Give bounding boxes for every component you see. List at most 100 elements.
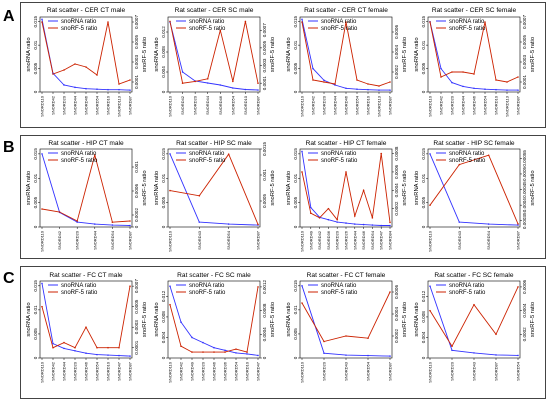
category-label-r1p1-0: SNORD110	[168, 230, 173, 252]
ylabel-left-r2p0: snoRNA ratio	[26, 302, 32, 336]
snorna-point-r0p2-2	[323, 79, 325, 82]
category-label-r1p0-2: SNORD20	[75, 230, 80, 250]
category-label-r1p0-1: SNORD42	[57, 230, 62, 250]
ylabel-left-r0p3: snoRNA ratio	[414, 37, 420, 71]
panel-title-r1p1: Rat scatter - HIP SC male	[176, 140, 252, 147]
snorna-point-r1p2-10	[389, 224, 391, 227]
category-label-r2p0-6: SNORD10	[106, 361, 111, 381]
left-tick-label-r2p1-0: 0	[161, 356, 166, 359]
snorf5-line-r2p2	[301, 291, 391, 343]
right-tick-label-r2p2-0: 0.0002	[394, 329, 399, 343]
snorna-point-r2p3-4	[517, 354, 519, 357]
snorna-point-r2p1-8	[257, 354, 259, 357]
snorf5-point-r0p1-3	[206, 77, 209, 80]
ylabel-right-r1p1: snoRF-5 ratio	[270, 170, 276, 205]
panel-title-r0p1: Rat scatter - CER SC male	[175, 7, 254, 14]
legend-label-red-r1p3: snoRF-5 ratio	[449, 158, 486, 164]
snorf5-point-r2p3-2	[473, 303, 475, 306]
snorna-point-r0p2-7	[378, 89, 380, 91]
category-label-r1p0-0: SNORD110	[40, 230, 45, 252]
category-label-r0p0-1: SNORD42	[51, 95, 56, 115]
left-tick-label-r1p1-0: 0	[161, 225, 166, 228]
left-tick-label-r0p0-3: 0.015	[33, 15, 38, 27]
snorf5-point-r0p1-2	[194, 80, 196, 83]
snorna-point-r2p3-0	[429, 285, 431, 287]
category-label-r1p3-2: SNORD54	[486, 230, 491, 250]
snorf5-point-r1p2-3	[327, 207, 330, 210]
left-tick-label-r0p0-0: 0	[33, 90, 38, 93]
category-label-r2p3-0: SNORD110	[428, 361, 433, 383]
snorf5-point-r2p0-6	[107, 346, 109, 349]
category-label-r0p1-7: SNORD87	[256, 95, 261, 115]
snorna-point-r1p2-6	[354, 223, 356, 225]
snorf5-line-r0p1	[169, 21, 259, 84]
panel-title-r0p3: Rat scatter - CER SC female	[432, 7, 517, 14]
right-tick-label-r2p2-1: 0.0004	[394, 307, 399, 321]
snorna-point-r1p2-5	[345, 222, 347, 224]
snorna-point-r1p3-1	[458, 221, 461, 223]
category-label-r0p0-0: SNORD110	[40, 95, 45, 117]
right-tick-label-r0p0-3: 0.0007	[134, 15, 139, 29]
category-label-r1p2-7: SNORD46	[361, 230, 366, 250]
snorf5-point-r2p2-3	[367, 337, 369, 340]
ylabel-right-r0p2: snoRF-5 ratio	[402, 37, 408, 72]
snorf5-point-r1p1-1	[198, 195, 201, 197]
panel-title-r1p3: Rat scatter - HIP SC female	[433, 140, 515, 147]
snorf5-point-r2p3-0	[429, 309, 431, 312]
category-label-r2p3-1: SNORD20	[450, 361, 455, 381]
right-tick-label-r1p2-1: 0.0004	[394, 183, 399, 197]
left-tick-label-r0p1-0: 0	[161, 90, 166, 93]
category-label-r0p2-0: SNORD110	[300, 95, 305, 117]
category-label-r1p0-4: SNORD54	[110, 230, 115, 250]
ylabel-left-r0p1: snoRNA ratio	[154, 37, 160, 71]
snorf5-point-r0p0-2	[63, 69, 65, 71]
left-tick-label-r2p3-2: 0.008	[421, 311, 426, 323]
snorna-point-r2p0-3	[74, 349, 76, 352]
left-tick-label-r0p2-2: 0.01	[293, 40, 298, 49]
snorna-point-r2p1-3	[202, 341, 204, 344]
snorna-point-r0p1-1	[181, 71, 184, 73]
snorna-point-r2p2-0	[301, 285, 303, 287]
snorna-point-r2p3-1	[451, 349, 453, 352]
left-tick-label-r1p1-1: 0.005	[161, 196, 166, 208]
left-tick-label-r0p0-2: 0.01	[33, 40, 38, 49]
snorf5-point-r2p0-7	[118, 346, 120, 349]
legend-label-blue-r2p3: snoRNA ratio	[449, 283, 485, 289]
plot-frame-r0p1	[167, 16, 261, 93]
category-label-r1p2-6: SNORD44	[352, 230, 357, 250]
legend-label-blue-r2p1: snoRNA ratio	[189, 283, 225, 289]
left-tick-label-r1p3-0: 0	[421, 225, 426, 228]
ylabel-right-r0p1: snoRF-5 ratio	[270, 37, 276, 72]
category-label-r2p1-7: SNORD10	[245, 361, 250, 381]
right-tick-label-r1p0-1: 0.0002	[134, 208, 139, 222]
category-label-r1p1-2: SNORD54	[226, 230, 231, 250]
left-tick-label-r0p2-0: 0	[293, 90, 298, 93]
snorf5-point-r0p1-5	[232, 80, 234, 83]
snorna-point-r0p0-0	[41, 18, 43, 21]
category-label-r2p0-8: SNORD87	[128, 361, 133, 381]
ylabel-left-r0p2: snoRNA ratio	[286, 37, 292, 71]
snorna-point-r0p3-8	[517, 89, 519, 91]
right-tick-label-r2p2-2: 0.0006	[394, 285, 399, 299]
legend-label-red-r1p0: snoRF-5 ratio	[61, 158, 98, 164]
snorna-point-r1p1-2	[227, 223, 230, 225]
snorna-point-r2p0-4	[85, 352, 87, 354]
snorna-point-r0p2-8	[389, 89, 391, 91]
left-tick-label-r1p2-0: 0	[293, 225, 298, 228]
ylabel-left-r1p3: snoRNA ratio	[414, 171, 420, 205]
snorf5-point-r2p3-1	[451, 345, 453, 347]
category-label-r0p1-6: SNORD10	[243, 95, 248, 115]
right-tick-label-r0p0-1: 0.0003	[134, 55, 139, 69]
snorna-point-r0p0-3	[74, 86, 76, 89]
right-tick-label-r1p2-3: 0.0008	[394, 146, 399, 160]
snorna-point-r1p2-1	[310, 206, 312, 209]
snorf5-point-r1p2-2	[318, 217, 321, 219]
snorna-point-r1p0-4	[111, 224, 114, 226]
category-label-r1p2-4: SNORD20	[335, 230, 340, 250]
snorf5-point-r2p1-6	[235, 348, 237, 350]
left-tick-label-r1p3-3: 0.015	[421, 148, 426, 160]
category-label-r2p0-5: SNORD54	[95, 361, 100, 381]
plot-frame-r1p3	[427, 148, 521, 228]
snorf5-point-r0p0-5	[96, 74, 98, 76]
